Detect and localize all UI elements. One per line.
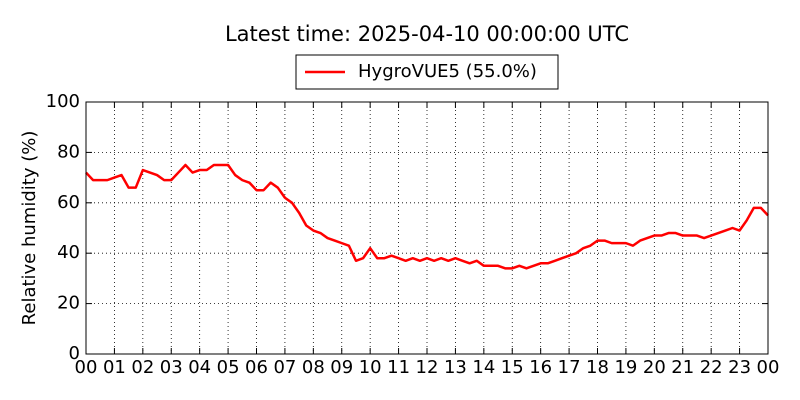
y-tick-label: 20 [57, 293, 80, 314]
y-tick-label: 40 [57, 242, 80, 263]
chart-title: Latest time: 2025-04-10 00:00:00 UTC [225, 22, 629, 46]
x-tick-label: 18 [586, 357, 609, 378]
y-tick-label: 100 [46, 91, 80, 112]
x-tick-label: 11 [387, 357, 410, 378]
x-tick-label: 01 [103, 357, 126, 378]
data-line [85, 163, 769, 270]
y-tick-label: 0 [69, 343, 80, 364]
x-tick-label: 12 [416, 357, 439, 378]
x-tick-label: 05 [217, 357, 240, 378]
x-tick-label: 17 [558, 357, 581, 378]
x-tick-label: 00 [75, 357, 98, 378]
x-tick-label: 10 [359, 357, 382, 378]
x-tick-label: 22 [700, 357, 723, 378]
x-tick-label: 04 [188, 357, 211, 378]
x-tick-label: 03 [160, 357, 183, 378]
legend-label: HygroVUE5 (55.0%) [358, 61, 537, 82]
x-tick-label: 21 [671, 357, 694, 378]
x-tick-label: 14 [472, 357, 495, 378]
x-tick-label: 06 [245, 357, 268, 378]
x-tick-label: 02 [131, 357, 154, 378]
x-tick-label: 13 [444, 357, 467, 378]
x-tick-label: 20 [643, 357, 666, 378]
x-tick-label: 16 [529, 357, 552, 378]
y-axis-label: Relative humidity (%) [19, 131, 40, 326]
x-tick-label: 09 [330, 357, 353, 378]
x-tick-label: 07 [273, 357, 296, 378]
x-tick-label: 00 [757, 357, 780, 378]
y-tick-label: 60 [57, 192, 80, 213]
plot-frame [85, 101, 769, 355]
y-tick-label: 80 [57, 141, 80, 162]
x-tick-label: 15 [501, 357, 524, 378]
x-tick-label: 23 [728, 357, 751, 378]
x-tick-label: 08 [302, 357, 325, 378]
x-tick-label: 19 [614, 357, 637, 378]
